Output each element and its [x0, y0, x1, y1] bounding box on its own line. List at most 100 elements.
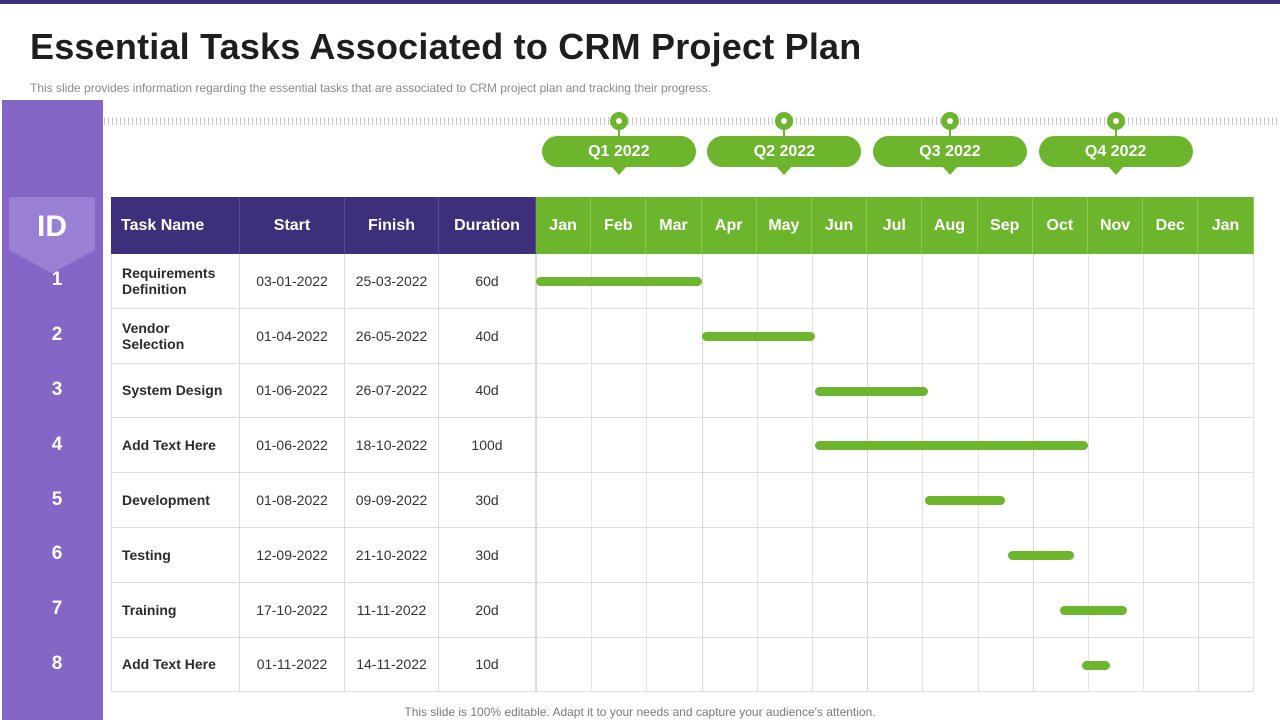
header-month: Jul	[867, 197, 923, 254]
finish-date-cell: 26-05-2022	[345, 308, 439, 364]
month-gridline	[867, 254, 869, 693]
quarter-label: Q2 2022	[707, 136, 862, 167]
start-date-cell: 01-04-2022	[240, 308, 345, 364]
gantt-bar	[1082, 660, 1111, 670]
task-name-cell: Testing	[111, 528, 240, 583]
duration-cell: 20d	[439, 582, 536, 638]
quarter-pin-stem	[617, 128, 620, 137]
month-gridline	[922, 254, 924, 693]
duration-cell: 40d	[439, 308, 536, 364]
task-id-number: 7	[51, 598, 63, 620]
task-id-number: 2	[51, 324, 63, 346]
month-gridline	[1088, 254, 1089, 693]
task-name-cell: Vendor Selection	[111, 308, 240, 364]
finish-date-cell: 21-10-2022	[345, 528, 439, 583]
row-divider	[536, 417, 1254, 419]
finish-date-cell: 18-10-2022	[345, 418, 439, 474]
start-date-cell: 03-01-2022	[240, 254, 345, 309]
gantt-bar	[1060, 605, 1127, 615]
month-gridline	[701, 254, 703, 693]
header-duration: Duration	[439, 197, 536, 254]
quarter-pin-icon	[1106, 112, 1125, 130]
duration-cell: 30d	[439, 473, 536, 528]
row-divider	[536, 472, 1254, 474]
task-id-number: 3	[51, 379, 63, 400]
task-name-cell: Development	[111, 473, 240, 528]
task-name-cell: Training	[111, 582, 240, 638]
timeline-dotted-rule	[104, 117, 1280, 125]
header-month: Sep	[977, 197, 1033, 254]
quarter-pin-icon	[609, 112, 628, 130]
finish-date-cell: 11-11-2022	[345, 582, 439, 638]
duration-cell: 40d	[439, 363, 536, 419]
quarter-pointer	[610, 166, 627, 175]
finish-date-cell: 14-11-2022	[345, 637, 439, 693]
gantt-bar	[701, 331, 815, 341]
month-gridline	[977, 254, 979, 693]
duration-cell: 30d	[439, 528, 536, 583]
header-month: Jan	[536, 197, 592, 254]
header-month: Apr	[701, 197, 757, 254]
task-name-cell: Add Text Here	[111, 418, 240, 474]
quarter-pin-icon	[941, 112, 959, 130]
quarter-pointer	[1107, 166, 1124, 175]
start-date-cell: 01-06-2022	[240, 363, 345, 419]
header-month: Aug	[922, 197, 978, 254]
task-id-number: 1	[51, 269, 63, 291]
task-name-cell: Add Text Here	[111, 637, 240, 693]
start-date-cell: 17-10-2022	[240, 582, 345, 638]
row-divider	[536, 636, 1254, 638]
id-column	[2, 100, 103, 720]
month-gridline	[646, 254, 648, 693]
task-id-number: 5	[51, 488, 63, 510]
gantt-bar	[814, 441, 1088, 451]
gantt-bar	[925, 496, 1006, 506]
row-divider	[536, 307, 1254, 309]
footer-note: This slide is 100% editable. Adapt it to…	[404, 705, 876, 719]
top-accent-bar	[0, 0, 1280, 4]
header-month: Dec	[1143, 197, 1199, 254]
month-gridline	[1143, 254, 1145, 693]
duration-cell: 100d	[439, 418, 536, 474]
duration-cell: 10d	[439, 637, 536, 693]
quarter-label: Q1 2022	[541, 136, 696, 167]
quarter-label: Q3 2022	[873, 136, 1027, 167]
task-name-cell: Requirements Definition	[111, 254, 240, 309]
month-gridline	[812, 254, 813, 693]
header-start: Start	[240, 197, 345, 254]
header-month: Jan	[1198, 197, 1254, 254]
quarter-pin-stem	[949, 128, 951, 137]
row-divider	[536, 527, 1254, 528]
header-month: Nov	[1088, 197, 1144, 254]
finish-date-cell: 26-07-2022	[345, 363, 439, 419]
start-date-cell: 01-11-2022	[240, 637, 345, 693]
start-date-cell: 01-06-2022	[240, 418, 345, 474]
duration-cell: 60d	[439, 254, 536, 309]
task-id-number: 8	[51, 653, 63, 674]
gantt-bar	[1007, 550, 1075, 560]
start-date-cell: 01-08-2022	[240, 473, 345, 528]
finish-date-cell: 09-09-2022	[345, 473, 439, 528]
quarter-label: Q4 2022	[1038, 136, 1193, 167]
month-gridline	[1252, 254, 1254, 693]
start-date-cell: 12-09-2022	[240, 528, 345, 583]
month-gridline	[591, 254, 593, 693]
header-month: Feb	[591, 197, 647, 254]
header-month: Mar	[646, 197, 702, 254]
quarter-pointer	[776, 166, 793, 175]
row-divider	[536, 581, 1254, 583]
month-gridline	[1032, 254, 1034, 693]
id-header-label: ID	[37, 210, 67, 243]
month-gridline	[1198, 254, 1200, 693]
quarter-pin-icon	[775, 112, 794, 130]
row-divider	[536, 691, 1254, 693]
quarter-pin-stem	[1114, 128, 1117, 137]
header-month: Oct	[1032, 197, 1088, 254]
month-gridline	[536, 254, 537, 693]
task-name-cell: System Design	[111, 363, 240, 419]
page-subtitle: This slide provides information regardin…	[30, 81, 712, 95]
header-task-name: Task Name	[111, 197, 240, 254]
gantt-bar	[536, 276, 702, 286]
header-finish: Finish	[345, 197, 439, 254]
finish-date-cell: 25-03-2022	[345, 254, 439, 309]
